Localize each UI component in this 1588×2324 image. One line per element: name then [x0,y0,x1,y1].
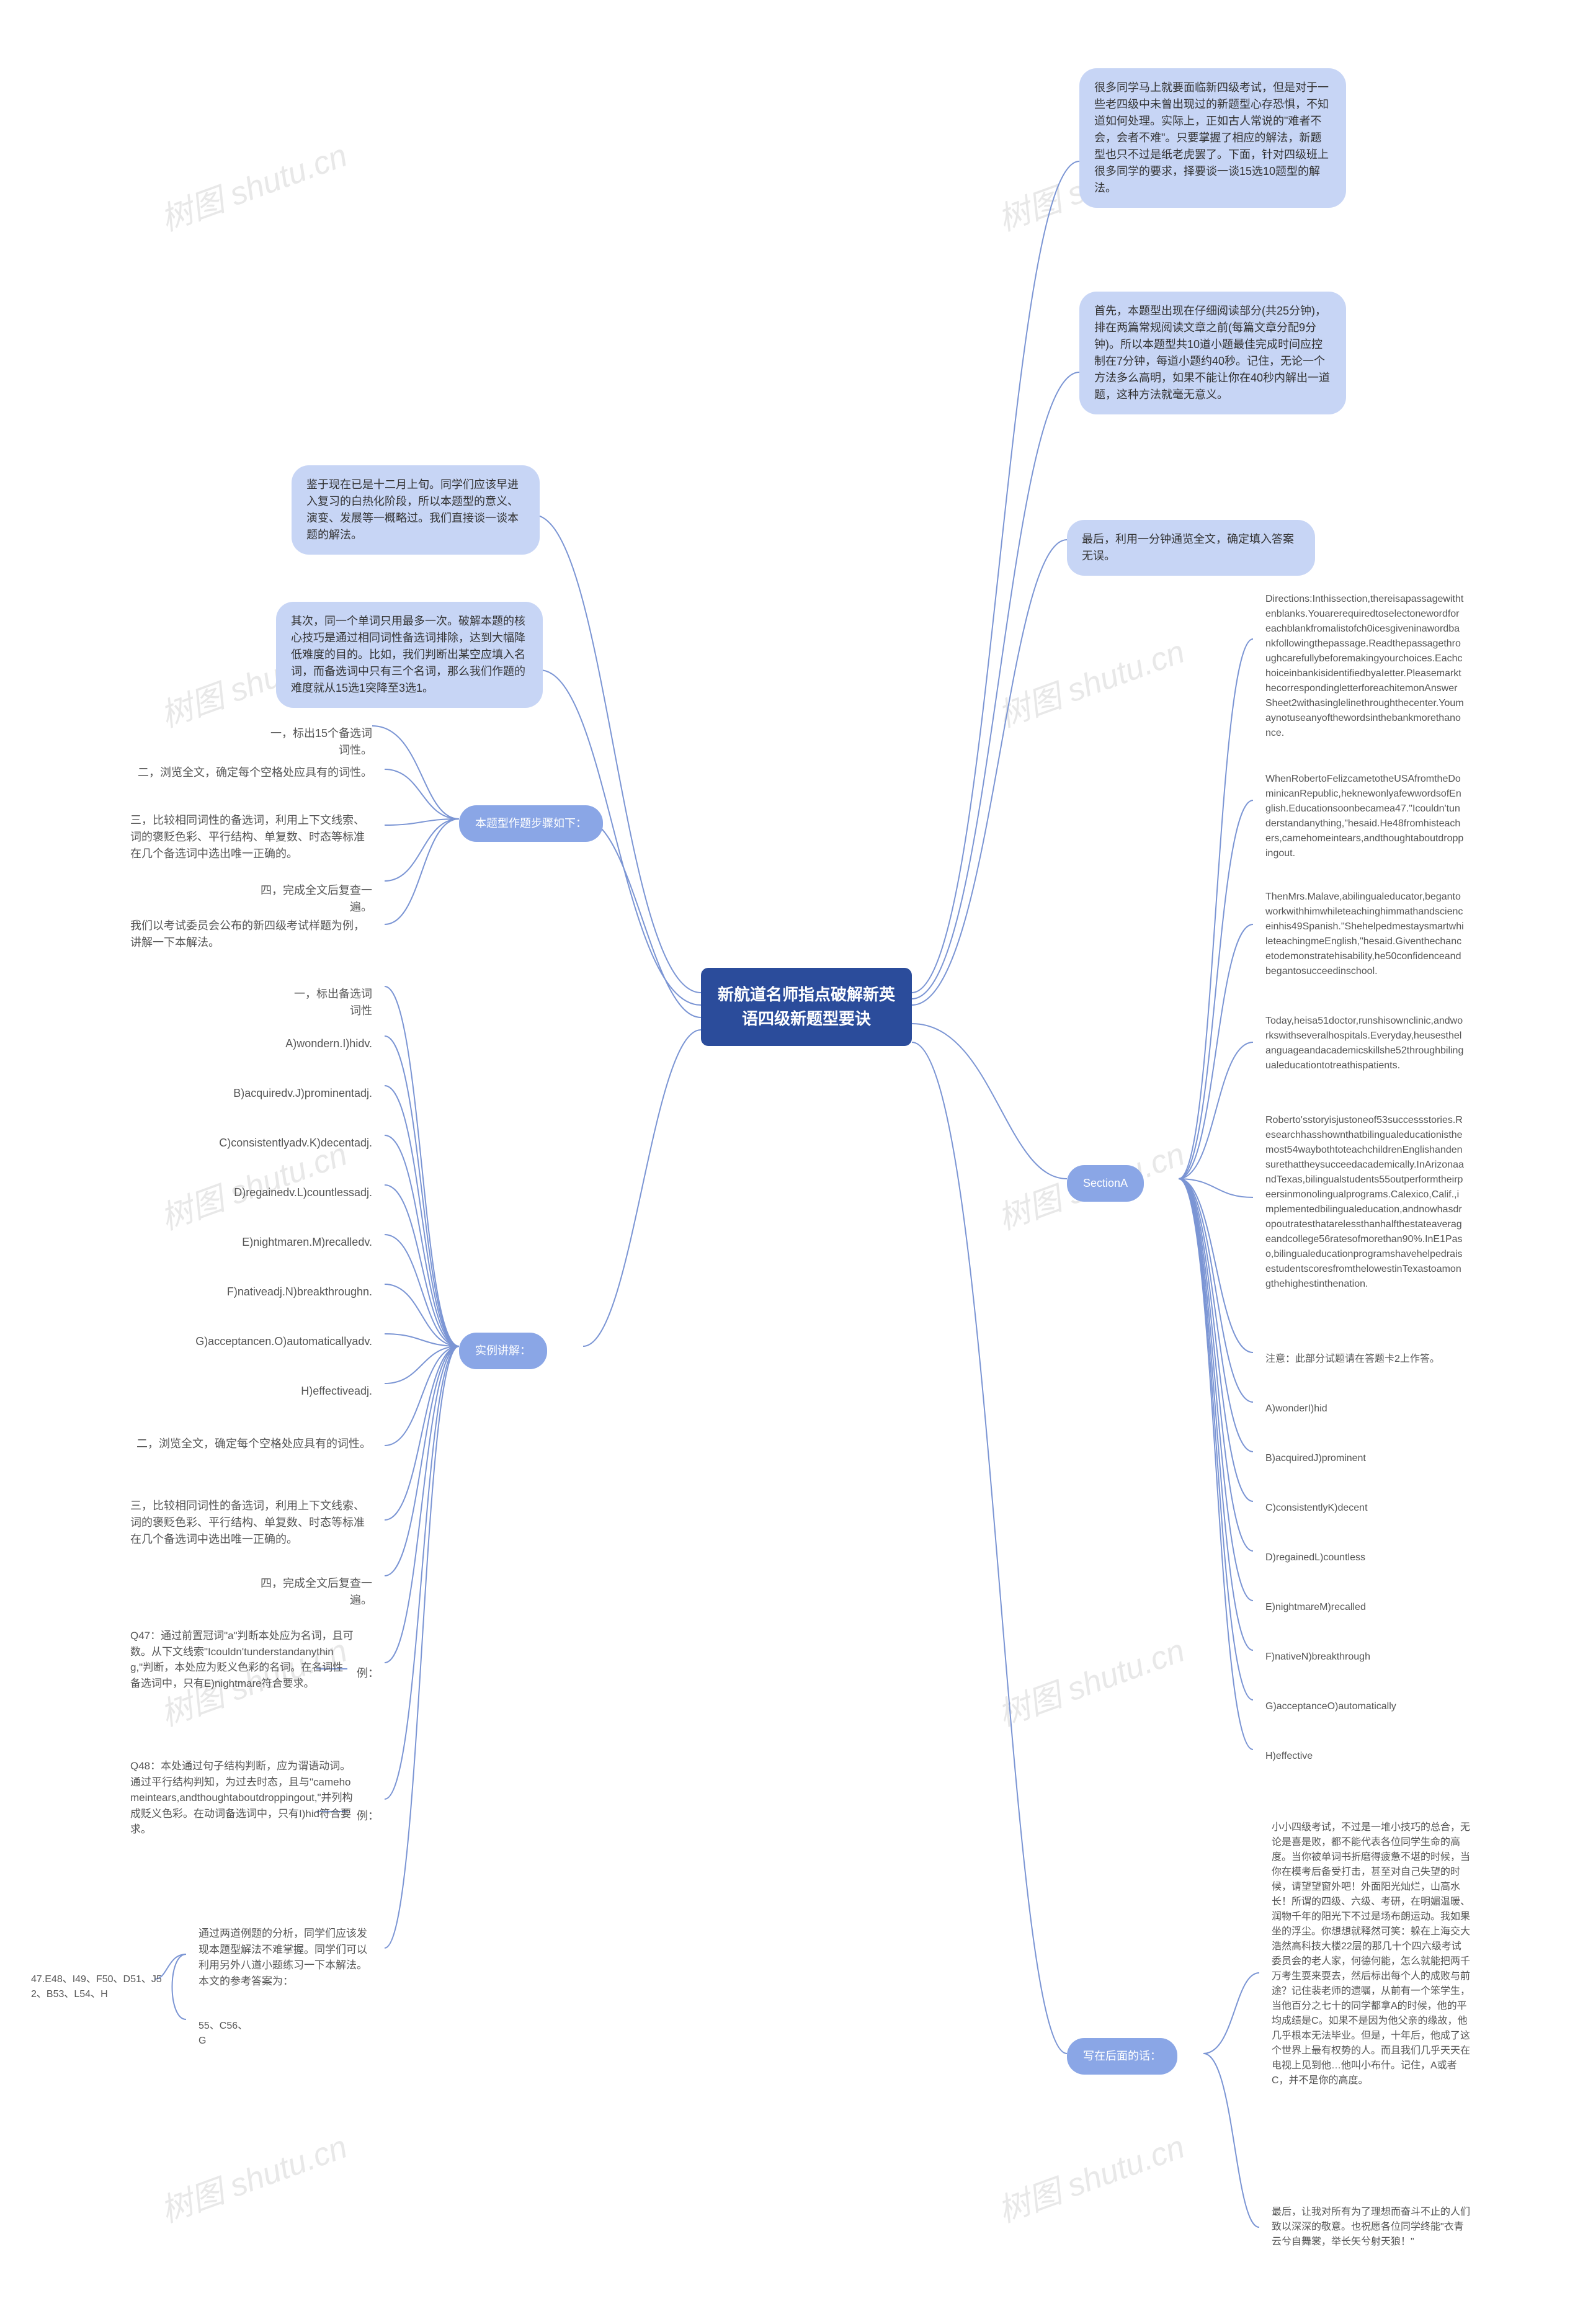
example-title: 实例讲解： [459,1333,547,1369]
answers-2: 55、C56、G [186,2010,261,2057]
ex-2: A)wondern.I)hidv. [261,1027,385,1061]
q48: Q48：本处通过句子结构判断，应为谓语动词。通过平行结构判知，为过去时态，且与"… [118,1750,366,1846]
tech-note: 其次，同一个单词只用最多一次。破解本题的核心技巧是通过相同词性备选词排除，达到大… [276,602,543,708]
steps-title: 本题型作题步骤如下： [459,805,603,842]
sa-b: B)acquiredJ)prominent [1253,1442,1439,1475]
sa-p5: Roberto'sstoryisjustoneof53successstorie… [1253,1104,1476,1300]
sa-c: C)consistentlyK)decent [1253,1492,1439,1524]
ex-12: 四，完成全文后复查一遍。 [242,1566,385,1617]
ex-9: H)effectiveadj. [285,1374,385,1408]
q47-label: 例： [344,1656,388,1691]
ex-6: E)nightmaren.M)recalledv. [217,1225,385,1259]
center-topic: 新航道名师指点破解新英 语四级新题型要诀 [701,968,912,1046]
sa-p1: Directions:Inthissection,thereisapassage… [1253,583,1476,749]
sa-p4: Today,heisa51doctor,runshisownclinic,and… [1253,1005,1476,1082]
sa-a: A)wonderI)hid [1253,1393,1439,1425]
step-5: 我们以考试委员会公布的新四级考试样题为例，讲解一下本解法。 [118,909,385,960]
ex-3: B)acquiredv.J)prominentadj. [217,1076,385,1111]
center-title-line2: 语四级新题型要诀 [742,1009,871,1028]
sa-f: F)nativeN)breakthrough [1253,1641,1439,1673]
ex-5: D)regainedv.L)countlessadj. [217,1176,385,1210]
sa-h: H)effective [1253,1740,1439,1772]
answers-1: 47.E48、I49、F50、D51、J52、B53、L54、H [19,1964,180,2011]
section-a-title: SectionA [1067,1165,1144,1202]
step-3: 三，比较相同词性的备选词，利用上下文线索、词的褒贬色彩、平行结构、单复数、时态等… [118,803,385,871]
watermark: 树图 shutu.cn [153,2121,353,2231]
q48-label: 例： [344,1799,388,1833]
sa-d: D)regainedL)countless [1253,1542,1439,1574]
sa-note: 注意：此部分试题请在答题卡2上作答。 [1253,1343,1476,1375]
afterword-title: 写在后面的话： [1067,2038,1177,2075]
last-note: 最后，利用一分钟通览全文，确定填入答案无误。 [1067,520,1315,576]
ex-11: 三，比较相同词性的备选词，利用上下文线索、词的褒贬色彩、平行结构、单复数、时态等… [118,1489,385,1557]
intro-note: 鉴于现在已是十二月上旬。同学们应该早进入复习的白热化阶段，所以本题型的意义、演变… [292,465,540,555]
sa-e: E)nightmareM)recalled [1253,1591,1439,1624]
q47: Q47：通过前置冠词"a"判断本处应为名词，且可数。从下文线索"Icouldn'… [118,1619,366,1700]
sa-p3: ThenMrs.Malave,abilingualeducator,begant… [1253,881,1476,988]
ex-1: 一，标出备选词词性 [273,977,385,1028]
watermark: 树图 shutu.cn [153,129,353,239]
watermark: 树图 shutu.cn [991,2121,1190,2231]
afterword-p2: 最后，让我对所有为了理想而奋斗不止的人们致以深深的敬意。也祝愿各位同学终能"衣青… [1259,2196,1483,2258]
ex-4: C)consistentlyadv.K)decentadj. [205,1126,385,1160]
conclusion: 通过两道例题的分析，同学们应该发现本题型解法不难掌握。同学们可以利用另外八道小题… [186,1917,385,1998]
right-box2: 首先，本题型出现在仔细阅读部分(共25分钟)，排在两篇常规阅读文章之前(每篇文章… [1079,292,1346,414]
ex-8: G)acceptancen.O)automaticallyadv. [174,1325,385,1359]
sa-g: G)acceptanceO)automatically [1253,1691,1439,1723]
watermark: 树图 shutu.cn [991,625,1190,736]
sa-p2: WhenRobertoFelizcametotheUSAfromtheDomin… [1253,763,1476,870]
afterword-p1: 小小四级考试，不过是一堆小技巧的总合，无论是喜是败，都不能代表各位同学生命的高度… [1259,1812,1483,2097]
step-2: 二，浏览全文，确定每个空格处应具有的词性。 [124,756,385,790]
watermark: 树图 shutu.cn [991,1624,1190,1735]
right-box1: 很多同学马上就要面临新四级考试，但是对于一些老四级中未曾出现过的新题型心存恐惧，… [1079,68,1346,208]
center-title-line1: 新航道名师指点破解新英 [718,985,895,1004]
ex-7: F)nativeadj.N)breakthroughn. [198,1275,385,1309]
ex-10: 二，浏览全文，确定每个空格处应具有的词性。 [124,1427,385,1461]
